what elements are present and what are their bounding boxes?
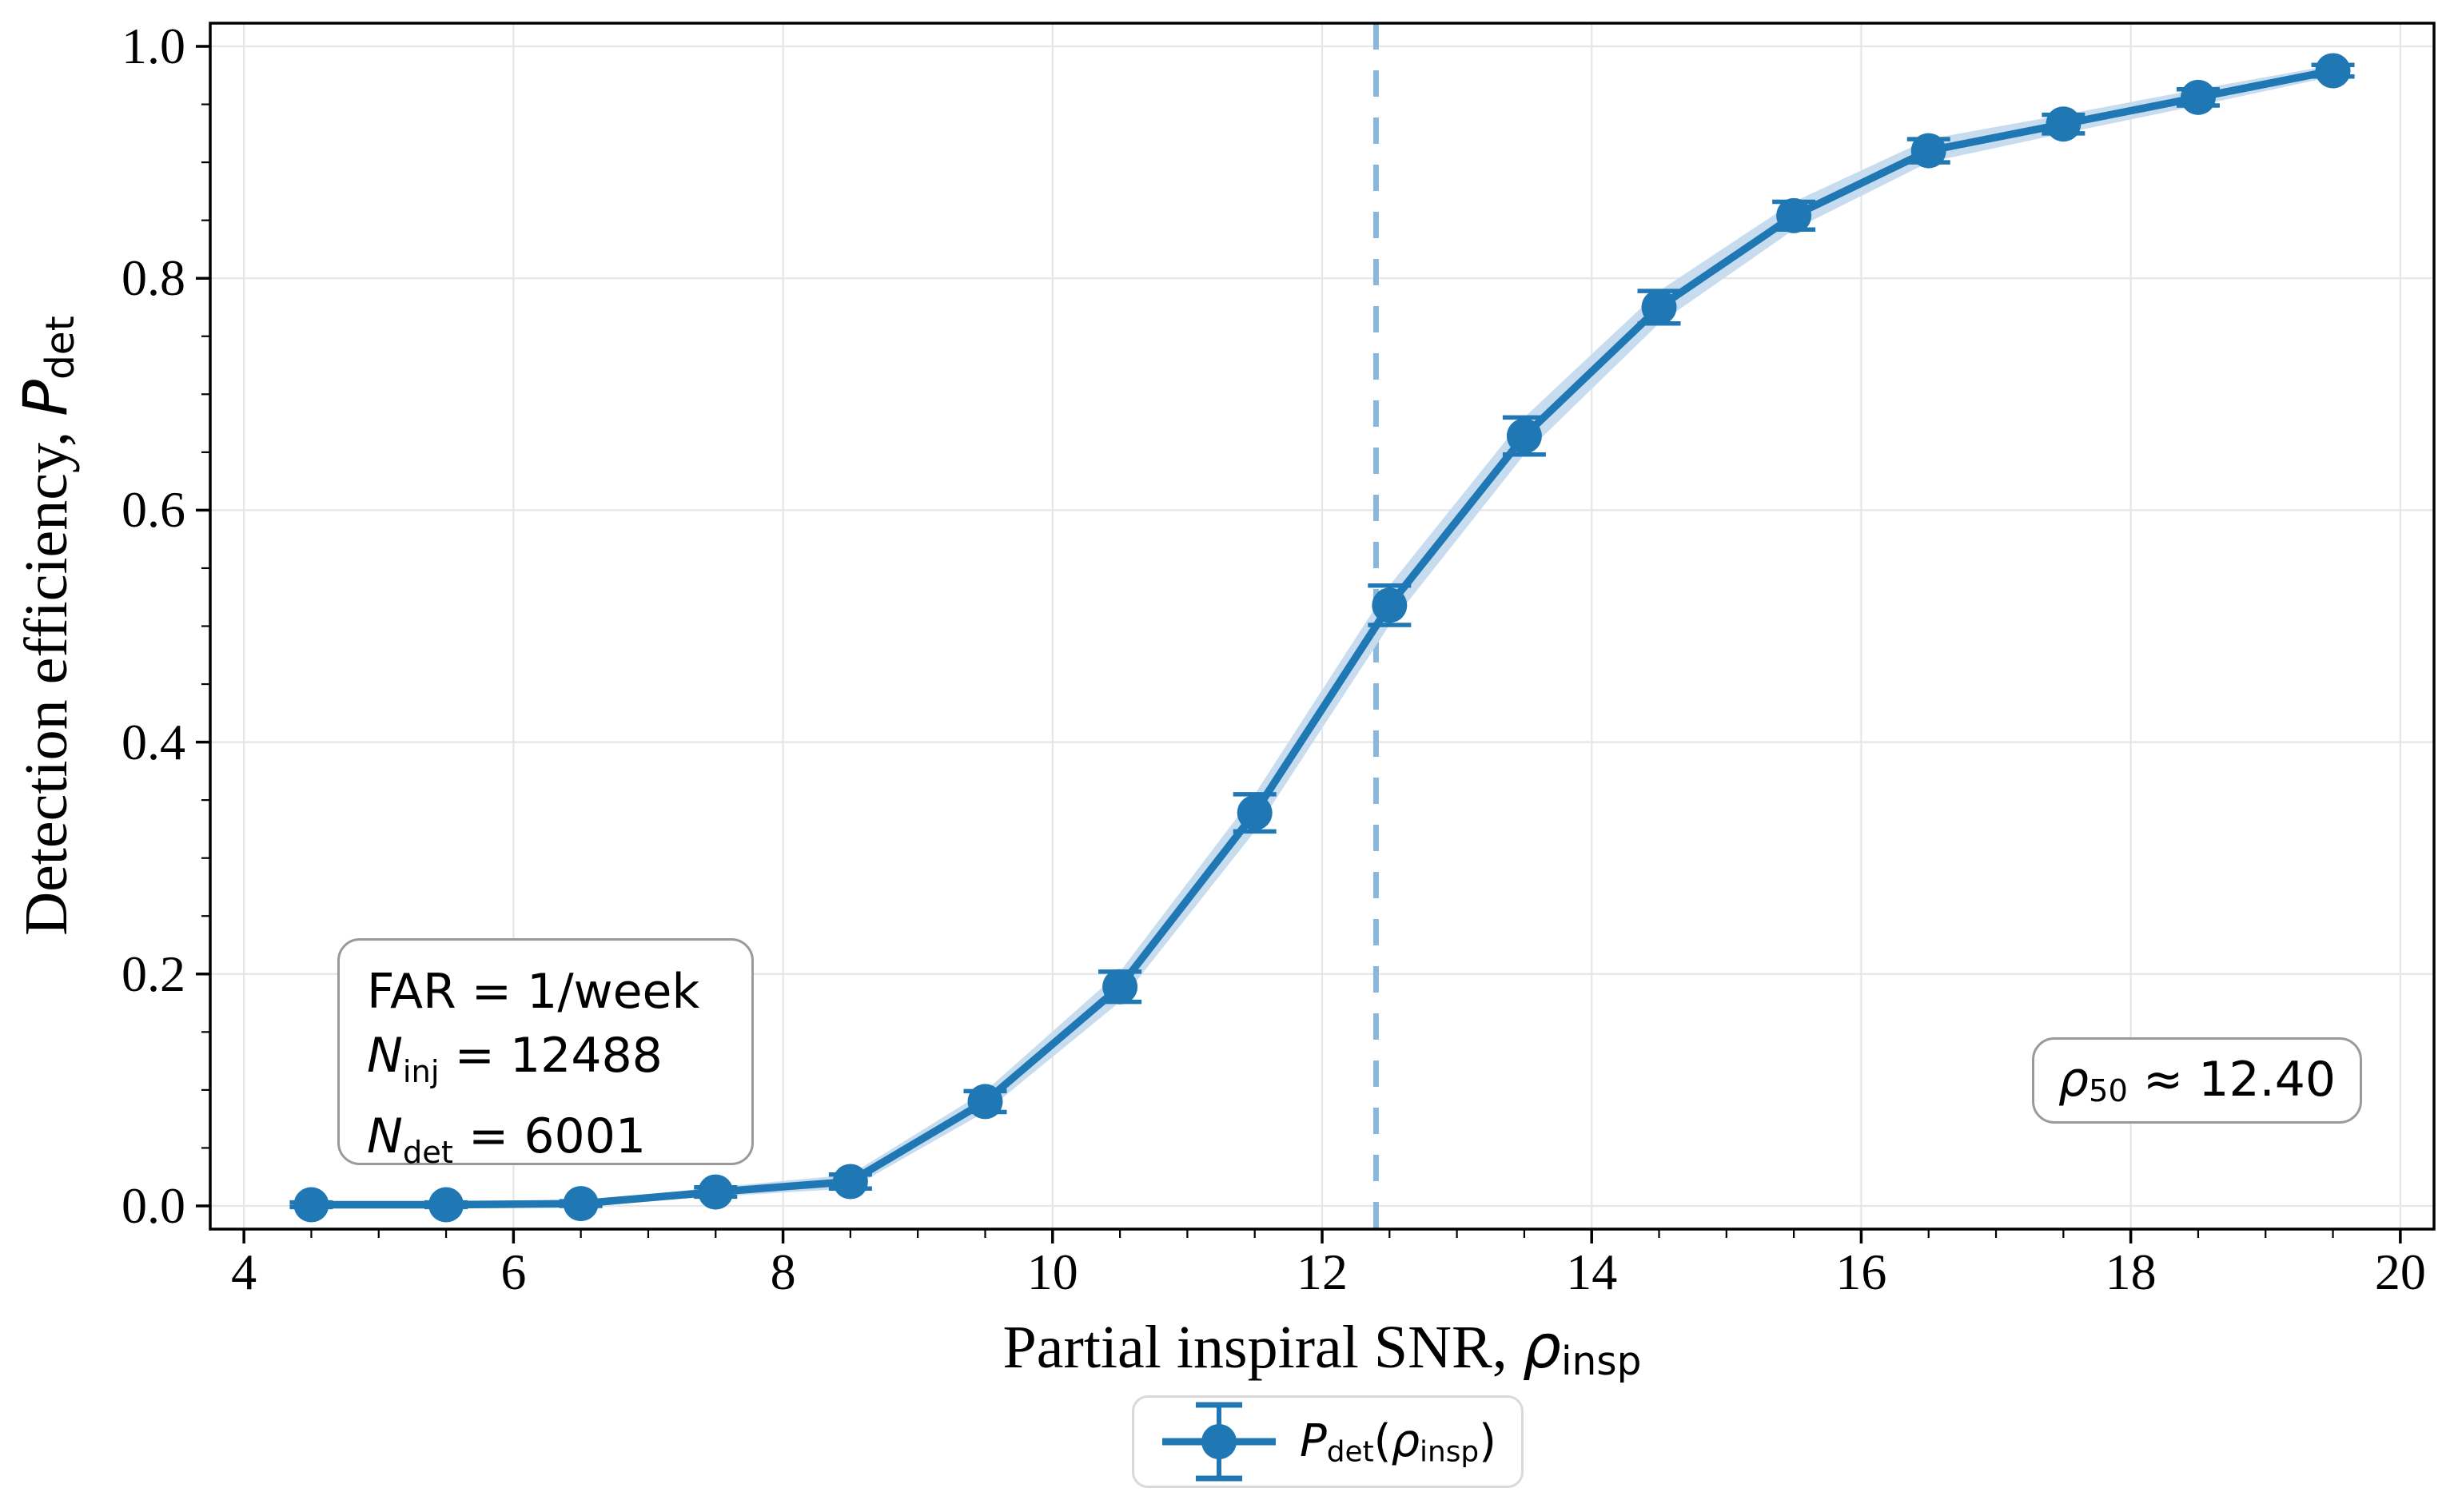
data-point-marker — [2046, 106, 2082, 142]
y-axis-label-text: Detection efficiency, — [13, 416, 81, 936]
ndet-var: N — [367, 1108, 403, 1164]
data-point-marker — [1641, 289, 1677, 325]
data-point-marker — [1237, 795, 1273, 831]
legend-errorbar-icon — [1162, 1402, 1277, 1482]
ninj-var: N — [367, 1028, 403, 1084]
data-point-marker — [1506, 418, 1542, 454]
rho50-text: ρ50 ≈ 12.40 — [2058, 1052, 2336, 1109]
data-point-marker — [2315, 53, 2351, 89]
data-point-marker — [1102, 969, 1138, 1005]
x-axis-label-math: ρ — [1522, 1311, 1561, 1383]
data-point-marker — [1910, 133, 1946, 169]
y-axis-label-math: P — [10, 380, 82, 416]
efficiency-curve — [307, 66, 2337, 1209]
rho50-value: ≈ 12.40 — [2127, 1051, 2336, 1108]
rho50-annotation-box: ρ50 ≈ 12.40 — [2032, 1037, 2362, 1124]
ninj-line: Ninj = 12488 — [367, 1024, 743, 1104]
data-point-marker — [1776, 197, 1812, 233]
legend-paren-close: ) — [1479, 1415, 1496, 1467]
axis-ticks — [196, 45, 2402, 1243]
ninj-sub: inj — [402, 1053, 440, 1090]
y-axis-label: Detection efficiency, Pdet — [10, 316, 83, 936]
legend-label-rho-sub: insp — [1420, 1435, 1480, 1469]
ninj-value: = 12488 — [439, 1028, 663, 1084]
stats-annotation-box: FAR = 1/week Ninj = 12488 Ndet = 6001 — [337, 938, 754, 1171]
rho50-sub: 50 — [2089, 1073, 2128, 1110]
data-point-marker — [1372, 587, 1408, 623]
legend-label-rho: ρ — [1391, 1415, 1420, 1467]
data-point-marker — [698, 1174, 734, 1210]
ndet-value: = 6001 — [452, 1108, 647, 1164]
data-point-marker — [563, 1186, 599, 1222]
data-point-marker — [2180, 79, 2216, 115]
data-point-marker — [428, 1187, 464, 1223]
data-point-marker — [967, 1084, 1003, 1120]
far-line: FAR = 1/week — [367, 964, 700, 1020]
x-axis-label-sub: insp — [1560, 1339, 1642, 1384]
rho50-var: ρ — [2058, 1051, 2089, 1108]
x-axis-label-text: Partial inspiral SNR, — [1002, 1314, 1523, 1382]
markers — [293, 53, 2351, 1223]
legend-label-sub: det — [1326, 1435, 1374, 1469]
y-axis-label-sub: det — [38, 316, 83, 380]
data-point-marker — [293, 1187, 329, 1223]
ndet-sub: det — [402, 1134, 453, 1171]
x-axis-label: Partial inspiral SNR, ρinsp — [1003, 1311, 1642, 1384]
data-point-marker — [832, 1164, 868, 1200]
legend-label: Pdet(ρinsp) — [1300, 1415, 1496, 1469]
ndet-line: Ndet = 6001 — [367, 1104, 743, 1185]
legend-label-var: P — [1300, 1415, 1327, 1467]
legend: Pdet(ρinsp) — [1132, 1395, 1524, 1488]
legend-paren-open: ( — [1373, 1415, 1392, 1467]
curve-group — [307, 66, 2337, 1209]
